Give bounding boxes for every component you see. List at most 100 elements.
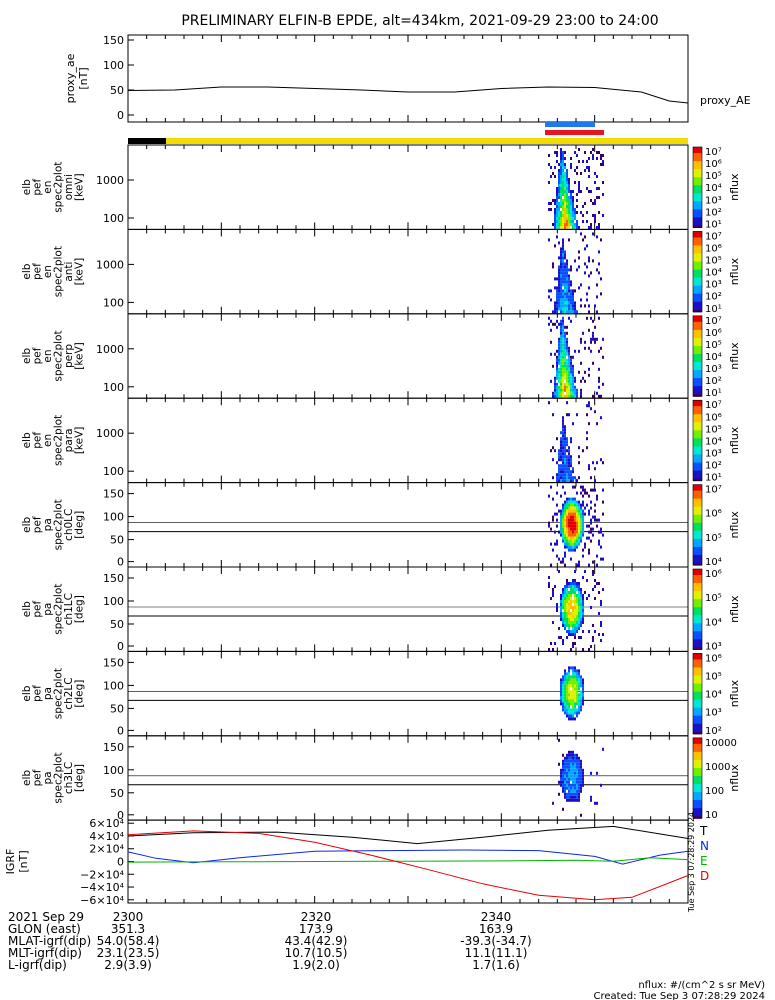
- spectrogram-pixel: [584, 591, 586, 594]
- spectrogram-pixel: [562, 301, 564, 305]
- spectrogram-pixel: [556, 603, 558, 606]
- y-label: pa: [42, 603, 54, 616]
- spectrogram-pixel: [570, 518, 572, 522]
- spectrogram-pixel: [582, 238, 584, 242]
- spectrogram-pixel: [590, 316, 592, 320]
- colorbar-cell: [693, 629, 702, 632]
- spectrogram-pixel: [592, 361, 594, 365]
- spectrogram-pixel: [558, 792, 560, 796]
- spectrogram-pixel: [576, 268, 578, 272]
- spectrogram-pixel: [562, 241, 564, 245]
- spectrogram-pixel: [570, 295, 572, 299]
- spectrogram-pixel: [568, 349, 570, 353]
- spectrogram-pixel: [600, 277, 602, 281]
- spectrogram-pixel: [580, 762, 582, 766]
- spectrogram-pixel: [588, 548, 590, 552]
- spectrogram-pixel: [568, 597, 570, 600]
- spectrogram-pixel: [588, 401, 590, 405]
- spectrogram-pixel: [556, 289, 558, 293]
- spectrogram-pixel: [580, 693, 582, 697]
- spectrogram-pixel: [586, 431, 588, 435]
- colorbar-cell: [693, 763, 702, 767]
- spectrogram-pixel: [574, 627, 576, 630]
- spectrogram-pixel: [570, 193, 572, 196]
- spectrogram-pixel: [578, 160, 580, 163]
- spectrogram-pixel: [574, 786, 576, 790]
- spectrogram-pixel: [562, 280, 564, 284]
- colorbar-cell: [693, 530, 702, 534]
- spectrogram-pixel: [560, 777, 562, 781]
- chart-title: PRELIMINARY ELFIN-B EPDE, alt=434km, 202…: [181, 13, 658, 29]
- colorbar-tick-label: 10⁵: [705, 593, 722, 604]
- spectrogram-pixel: [580, 621, 582, 624]
- colorbar-cell: [693, 249, 702, 253]
- y-label: para: [63, 428, 75, 452]
- spectrogram-pixel: [590, 539, 592, 543]
- spectrogram-pixel: [570, 582, 572, 585]
- spectrogram-pixel: [564, 271, 566, 275]
- spectrogram-pixel: [568, 606, 570, 609]
- spectrogram-pixel: [576, 226, 578, 229]
- spectrogram-pixel: [590, 795, 592, 799]
- spectrogram-pixel: [574, 588, 576, 591]
- spectrogram-pixel: [566, 603, 568, 606]
- spectrogram-pixel: [602, 633, 604, 636]
- spectrogram-pixel: [598, 211, 600, 214]
- spectrogram-pixel: [570, 696, 572, 700]
- spectrogram-pixel: [574, 524, 576, 528]
- spectrogram-pixel: [568, 711, 570, 715]
- colorbar-cell: [693, 536, 702, 540]
- spectrogram-pixel: [566, 352, 568, 356]
- spectrogram-pixel: [588, 530, 590, 534]
- spectrogram-pixel: [556, 373, 558, 377]
- spectrogram-pixel: [558, 184, 560, 187]
- spectrogram-pixel: [558, 271, 560, 275]
- spectrogram-pixel: [562, 316, 564, 320]
- spectrogram-pixel: [566, 277, 568, 281]
- colorbar-cell: [693, 147, 702, 150]
- spectrogram-pixel: [576, 506, 578, 510]
- colorbar-cell: [693, 498, 702, 502]
- colorbar-cell: [693, 476, 702, 480]
- spectrogram-pixel: [572, 394, 574, 398]
- spectrogram-pixel: [572, 780, 574, 784]
- spectrogram-pixel: [574, 777, 576, 781]
- spectrogram-pixel: [562, 485, 564, 489]
- spectrogram-pixel: [560, 394, 562, 398]
- spectrogram-pixel: [552, 497, 554, 501]
- spectrogram-pixel: [568, 223, 570, 226]
- colorbar-cell: [693, 303, 702, 307]
- spectrogram-pixel: [558, 557, 560, 561]
- colorbar-cell: [693, 679, 702, 683]
- spectrogram-pixel: [560, 681, 562, 685]
- spectrogram-pixel: [560, 768, 562, 772]
- spectrogram-pixel: [572, 696, 574, 700]
- colorbar-cell: [693, 358, 702, 361]
- spectrogram-pixel: [570, 527, 572, 531]
- spectrogram-pixel: [560, 370, 562, 374]
- spectrogram-pixel: [576, 612, 578, 615]
- spectrogram-pixel: [566, 461, 568, 465]
- colorbar-cell: [693, 478, 702, 482]
- spectrogram-pixel: [562, 328, 564, 332]
- spectrogram-pixel: [566, 588, 568, 591]
- colorbar-cell: [693, 466, 702, 470]
- spectrogram-pixel: [568, 521, 570, 525]
- spectrogram-pixel: [568, 295, 570, 299]
- spectrogram-pixel: [578, 536, 580, 540]
- spectrogram-pixel: [564, 304, 566, 308]
- spectrogram-pixel: [558, 340, 560, 344]
- spectrogram-pixel: [566, 413, 568, 417]
- spectrogram-pixel: [562, 431, 564, 435]
- spectrogram-pixel: [598, 196, 600, 199]
- spectrogram-pixel: [576, 762, 578, 766]
- spectrogram-pixel: [560, 340, 562, 344]
- spectrogram-pixel: [568, 539, 570, 543]
- spectrogram-pixel: [574, 684, 576, 688]
- spectrogram-pixel: [568, 211, 570, 214]
- spectrogram-pixel: [564, 361, 566, 365]
- spectrogram-pixel: [558, 286, 560, 290]
- spectrogram-pixel: [550, 166, 552, 169]
- colorbar-cell: [693, 219, 702, 222]
- spectrogram-pixel: [580, 678, 582, 682]
